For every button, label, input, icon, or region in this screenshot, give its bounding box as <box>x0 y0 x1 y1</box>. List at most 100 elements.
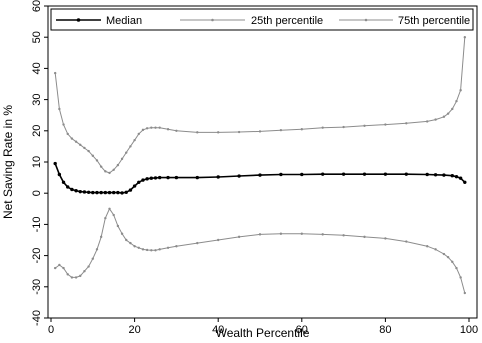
data-point <box>129 145 132 148</box>
data-point <box>112 190 116 195</box>
data-point <box>79 274 82 278</box>
data-point <box>463 180 467 184</box>
data-point <box>446 112 450 115</box>
data-point <box>145 248 149 252</box>
data-point <box>342 125 345 129</box>
data-point <box>145 127 149 130</box>
data-point <box>95 159 99 162</box>
data-point <box>458 176 463 180</box>
data-point <box>150 126 153 129</box>
legend-label: 25th percentile <box>251 15 323 27</box>
y-tick-label: 0 <box>31 190 43 196</box>
legend-marker <box>211 18 214 22</box>
data-point <box>363 235 366 239</box>
data-point <box>258 233 262 236</box>
x-axis: 0 20 40 60 80 100 <box>48 318 478 336</box>
data-point <box>99 165 103 168</box>
legend-marker <box>76 18 81 22</box>
data-point <box>451 107 454 111</box>
data-point <box>150 249 153 252</box>
data-point <box>74 140 78 143</box>
data-point <box>237 130 241 134</box>
data-point <box>321 172 325 176</box>
y-tick-label: -10 <box>31 216 43 232</box>
data-point <box>137 132 140 136</box>
data-point <box>166 175 170 180</box>
data-point <box>53 161 57 166</box>
data-point <box>57 172 62 177</box>
y-axis: -40 -30 -20 -10 0 10 20 30 40 50 60 <box>31 0 48 326</box>
legend-marker <box>364 18 368 22</box>
data-point <box>237 235 241 239</box>
data-point <box>446 255 450 259</box>
data-point <box>174 175 179 180</box>
data-point <box>279 128 283 132</box>
data-point <box>258 173 262 177</box>
data-point <box>141 248 145 251</box>
data-point <box>91 154 95 157</box>
data-point <box>217 131 220 134</box>
data-point <box>133 138 136 142</box>
data-point <box>279 232 283 235</box>
data-point <box>158 248 161 251</box>
data-point <box>405 122 408 125</box>
data-point <box>384 237 387 240</box>
data-point <box>451 260 454 264</box>
data-point <box>116 163 120 167</box>
data-point <box>87 265 90 268</box>
series-layer <box>53 36 467 295</box>
data-point <box>83 146 86 150</box>
y-tick-label: 50 <box>31 31 43 43</box>
series-line <box>54 37 466 174</box>
data-point <box>137 246 140 249</box>
data-point <box>125 151 128 154</box>
data-point <box>82 190 87 194</box>
data-point <box>166 246 170 249</box>
y-tick-label: 60 <box>31 0 43 12</box>
x-tick-label: 0 <box>48 324 54 336</box>
y-tick-label: 20 <box>31 125 43 137</box>
data-point <box>103 190 108 195</box>
x-tick-label: 20 <box>128 324 140 336</box>
data-point <box>175 129 178 132</box>
data-point <box>341 172 346 176</box>
data-point <box>279 172 283 177</box>
data-point <box>362 172 367 176</box>
series-line <box>54 163 466 194</box>
data-point <box>195 175 199 180</box>
data-point <box>91 190 95 195</box>
data-point <box>404 172 408 176</box>
x-tick-label: 80 <box>379 324 391 336</box>
data-point <box>74 189 78 193</box>
data-point <box>158 126 161 129</box>
data-point <box>196 241 199 245</box>
data-point <box>78 189 82 194</box>
series-line <box>54 207 466 294</box>
data-point <box>433 173 438 177</box>
data-point <box>237 174 241 178</box>
data-point <box>116 190 120 195</box>
data-point <box>87 149 90 153</box>
data-point <box>104 170 107 173</box>
legend-item: 75th percentile <box>339 15 470 27</box>
y-axis-title: Net Saving Rate in % <box>1 105 15 219</box>
legend-item: 25th percentile <box>180 15 323 27</box>
y-tick-label: 30 <box>31 93 43 105</box>
data-point <box>405 240 408 243</box>
data-point <box>300 232 303 235</box>
data-point <box>384 123 387 126</box>
data-point <box>61 180 66 184</box>
data-point <box>216 175 220 179</box>
data-point <box>128 188 133 192</box>
x-tick-label: 60 <box>296 324 308 336</box>
data-point <box>154 249 157 252</box>
data-point <box>455 266 458 270</box>
data-point <box>463 291 467 295</box>
data-point <box>459 276 462 279</box>
series-75th-percentile <box>53 36 467 175</box>
data-point <box>95 190 99 195</box>
data-point <box>300 128 303 131</box>
data-point <box>434 248 437 251</box>
legend: Median 25th percentile 75th percentile <box>50 8 474 31</box>
